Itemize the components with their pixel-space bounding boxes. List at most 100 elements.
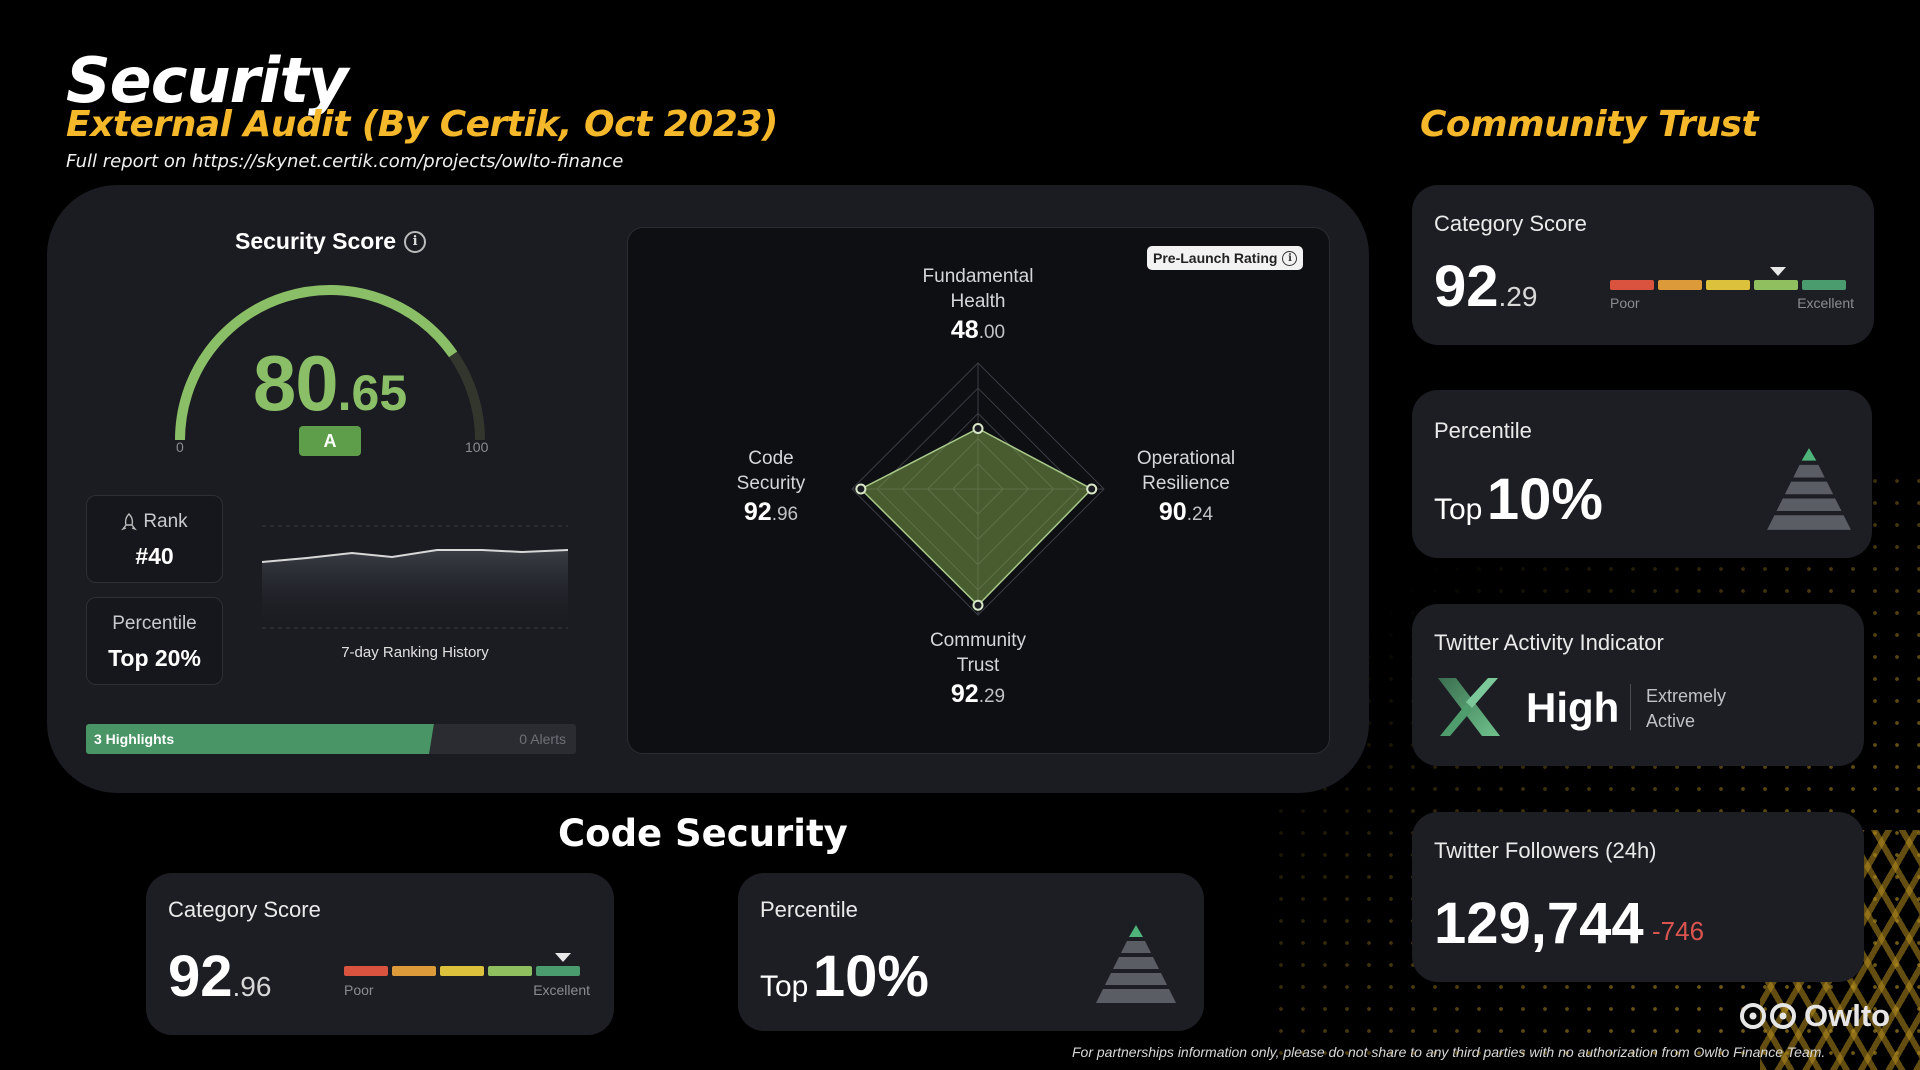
rank-label-row: Rank: [87, 511, 222, 533]
x-logo-icon: [1438, 678, 1500, 736]
score-dec: .65: [337, 365, 408, 421]
scale-segment: [536, 966, 580, 976]
radar-label-community-trust: Community Trust 92.29: [888, 628, 1068, 709]
history-area: [262, 550, 568, 626]
axis-name-line1: Fundamental: [922, 266, 1034, 287]
scale-segment: [488, 966, 532, 976]
rank-label: Rank: [143, 511, 188, 532]
security-gauge: [175, 285, 485, 441]
card-title: Category Score: [168, 897, 321, 922]
pyramid-icon: [1096, 925, 1176, 1003]
code-percentile-card: Percentile Top 10%: [738, 873, 1204, 1031]
scale-poor-label: Poor: [1610, 295, 1640, 311]
category-score-value: 92.96: [168, 944, 272, 1009]
axis-name-line2: Trust: [956, 655, 1000, 676]
rank-icon: [121, 513, 138, 531]
axis-name-line2: Health: [950, 291, 1006, 312]
radar-data-area: [859, 427, 1093, 607]
scale-excellent-label: Excellent: [1797, 295, 1854, 311]
ranking-history-chart: [262, 525, 568, 629]
axis-name-line2: Security: [736, 473, 806, 494]
axis-name-line1: Operational: [1136, 448, 1236, 469]
axis-value: 48.00: [950, 316, 1006, 344]
gauge-min-label: 0: [176, 439, 184, 455]
scale-marker: [555, 953, 571, 962]
pyramid-icon: [1767, 448, 1851, 530]
category-score-value: 92.29: [1434, 254, 1538, 319]
card-title: Twitter Activity Indicator: [1434, 630, 1664, 655]
percentile-card: Percentile Top 20%: [86, 597, 223, 685]
pre-launch-badge[interactable]: Pre-Launch Rating i: [1147, 246, 1304, 270]
community-trust-heading: Community Trust: [1420, 104, 1759, 145]
security-score-value: 80.65: [170, 338, 490, 429]
code-security-heading: Code Security: [558, 812, 848, 855]
card-title: Percentile: [760, 897, 858, 922]
scale-poor-label: Poor: [344, 982, 374, 998]
radar-data-point: [855, 483, 867, 495]
highlights-fill: [86, 724, 434, 754]
scale-marker: [1770, 267, 1786, 276]
gauge-fill: [175, 285, 458, 441]
percentile-label: Percentile: [112, 613, 197, 634]
twitter-activity-card: Twitter Activity Indicator High Extremel…: [1412, 604, 1864, 766]
followers-count: 129,744: [1434, 891, 1644, 956]
radar-chart: [851, 362, 1105, 616]
security-score-label: Security Score: [235, 228, 397, 254]
percentile-value: Top 10%: [760, 944, 929, 1009]
highlights-bar[interactable]: 3 Highlights 0 Alerts: [86, 724, 576, 754]
scale-excellent-label: Excellent: [533, 982, 590, 998]
rank-card: Rank #40: [86, 495, 223, 583]
scale-segment: [1658, 280, 1702, 290]
percentile-value: Top 20%: [108, 645, 201, 671]
owlto-logo: Owlto: [1738, 998, 1890, 1034]
history-label: 7-day Ranking History: [341, 644, 489, 661]
axis-value: 90.24: [1158, 498, 1214, 526]
highlights-label: 3 Highlights: [94, 731, 175, 747]
scale-segment: [440, 966, 484, 976]
axis-name-line1: Code: [748, 448, 794, 469]
followers-delta: -746: [1652, 916, 1705, 946]
disclaimer: For partnerships information only, pleas…: [1072, 1044, 1826, 1060]
activity-level: High: [1526, 684, 1620, 731]
pre-launch-label: Pre-Launch Rating: [1153, 250, 1278, 266]
radar-label-operational-resilience: Operational Resilience 90.24: [1096, 446, 1276, 527]
score-int: 80: [252, 339, 339, 427]
scale-segment: [1802, 280, 1846, 290]
scale-segment: [344, 966, 388, 976]
page-subtitle: External Audit (By Certik, Oct 2023): [66, 104, 778, 145]
rank-value: #40: [135, 543, 174, 569]
score-scale: [344, 966, 580, 976]
axis-value: 92.96: [743, 498, 799, 526]
score-scale: [1610, 280, 1846, 290]
gauge-max-label: 100: [465, 439, 489, 455]
brand-name: Owlto: [1804, 998, 1891, 1033]
owl-logo-icon: [1740, 1003, 1796, 1029]
code-category-score-card: Category Score 92.96 Poor Excellent: [146, 873, 614, 1035]
radar-data-point: [972, 599, 984, 611]
radar-label-code-security: Code Security 92.96: [681, 446, 861, 527]
card-title: Twitter Followers (24h): [1434, 838, 1657, 863]
axis-name-line1: Community: [929, 630, 1027, 651]
grade-badge: A: [299, 426, 361, 456]
scale-segment: [1754, 280, 1798, 290]
info-icon[interactable]: i: [404, 230, 427, 253]
radar-data-point: [1086, 483, 1098, 495]
divider: [1630, 684, 1631, 730]
radar-data-point: [972, 423, 984, 435]
page-title: Security: [66, 44, 348, 117]
percentile-value: Top 10%: [1434, 467, 1603, 532]
axis-value: 92.29: [950, 680, 1006, 708]
axis-name-line2: Resilience: [1142, 473, 1230, 494]
community-category-score-card: Category Score 92.29 Poor Excellent: [1412, 185, 1874, 345]
security-score-title: Security Score i: [235, 228, 427, 255]
card-title: Category Score: [1434, 211, 1587, 236]
history-line: [262, 549, 568, 563]
community-percentile-card: Percentile Top 10%: [1412, 390, 1872, 558]
radar-label-fundamental-health: Fundamental Health 48.00: [888, 264, 1068, 345]
report-link[interactable]: Full report on https://skynet.certik.com…: [66, 151, 624, 172]
info-icon: i: [1282, 250, 1298, 266]
scale-segment: [1610, 280, 1654, 290]
alerts-label: 0 Alerts: [519, 731, 566, 747]
activity-description: Extremely Active: [1646, 686, 1727, 731]
scale-segment: [1706, 280, 1750, 290]
